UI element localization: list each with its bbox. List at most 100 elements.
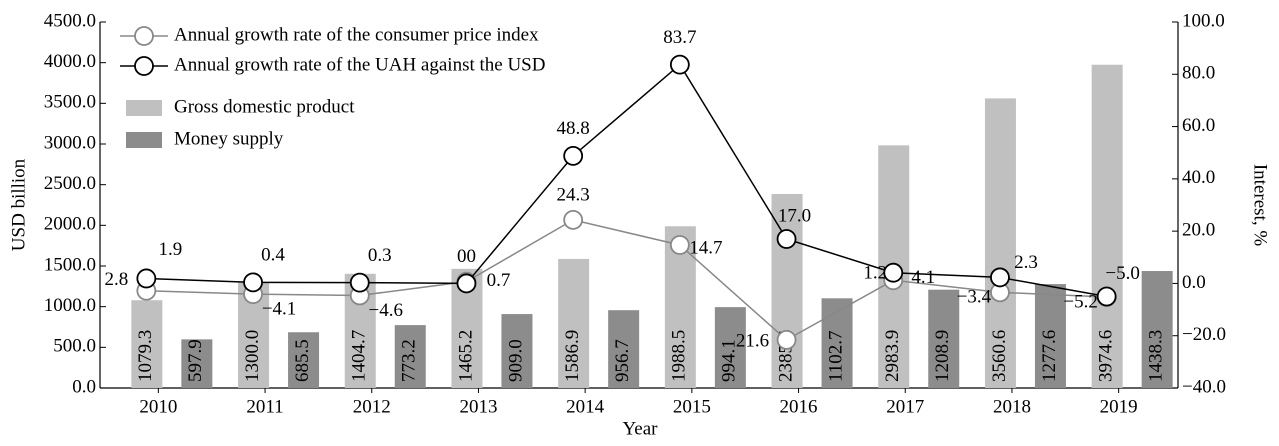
bar bbox=[1141, 271, 1173, 388]
x-axis-label: Year bbox=[622, 418, 658, 439]
y-tick-label: 2000.0 bbox=[44, 214, 96, 235]
point bbox=[136, 268, 157, 289]
x-tick-label: 2011 bbox=[246, 396, 283, 417]
bar-value-label: 1102.7 bbox=[825, 330, 846, 382]
x-tick-label: 2015 bbox=[673, 396, 711, 417]
x-tick-label: 2012 bbox=[353, 396, 391, 417]
point-value-label: −5.2 bbox=[1063, 291, 1097, 312]
bar-value-label: 773.2 bbox=[399, 339, 420, 382]
point-value-label: −5.0 bbox=[1105, 263, 1139, 284]
y2-tick-label: 20.0 bbox=[1182, 220, 1215, 241]
x-tick-label: 2013 bbox=[459, 396, 497, 417]
legend-label: Gross domestic product bbox=[174, 96, 355, 117]
point-value-label: 17.0 bbox=[778, 205, 811, 226]
x-tick-label: 2018 bbox=[993, 396, 1031, 417]
line bbox=[146, 63, 1107, 298]
point-value-label: −4.1 bbox=[262, 299, 296, 320]
y-tick-label: 2500.0 bbox=[44, 173, 96, 194]
point-value-label: 14.7 bbox=[689, 237, 722, 258]
bar-value-label: 685.5 bbox=[292, 339, 313, 382]
legend-swatch bbox=[126, 100, 162, 116]
bar-value-label: 1438.3 bbox=[1146, 330, 1167, 382]
legend-label: Annual growth rate of the UAH against th… bbox=[174, 54, 545, 75]
point-value-label: 83.7 bbox=[663, 27, 696, 48]
legend-marker bbox=[134, 26, 154, 46]
y2-tick-label: 40.0 bbox=[1182, 167, 1215, 188]
y-tick-label: 3500.0 bbox=[44, 92, 96, 113]
bar bbox=[501, 314, 533, 388]
point bbox=[669, 54, 690, 75]
bar bbox=[821, 298, 853, 388]
bar-value-label: 1404.7 bbox=[349, 330, 370, 382]
y2-tick-label: 100.0 bbox=[1182, 10, 1225, 31]
x-tick-label: 2016 bbox=[780, 396, 818, 417]
point bbox=[349, 272, 370, 293]
point-value-label: 2.3 bbox=[1014, 252, 1038, 273]
y-tick-label: 4000.0 bbox=[44, 51, 96, 72]
point bbox=[1096, 286, 1117, 307]
bar bbox=[394, 325, 426, 388]
point-value-label: −3.4 bbox=[957, 287, 992, 308]
point-value-label: 00 bbox=[457, 246, 476, 267]
bar bbox=[131, 300, 163, 388]
y-tick-label: 4500.0 bbox=[44, 10, 96, 31]
bar-value-label: 956.7 bbox=[612, 339, 633, 382]
legend-label: Money supply bbox=[174, 128, 284, 149]
bar bbox=[984, 98, 1016, 388]
point-value-label: 0.3 bbox=[368, 245, 392, 266]
bar bbox=[608, 310, 640, 388]
bar bbox=[928, 289, 960, 388]
legend-marker bbox=[134, 56, 154, 76]
x-tick-label: 2019 bbox=[1100, 396, 1138, 417]
point-value-label: −4.6 bbox=[369, 300, 403, 321]
y2-axis-label: Interest, % bbox=[1250, 164, 1271, 246]
point-value-label: 0.4 bbox=[261, 245, 285, 266]
point bbox=[563, 145, 584, 166]
bar-value-label: 1079.3 bbox=[135, 330, 156, 382]
y-tick-label: 3000.0 bbox=[44, 132, 96, 153]
bar-value-label: 1208.9 bbox=[932, 330, 953, 382]
point bbox=[776, 329, 797, 350]
bar bbox=[1034, 284, 1066, 388]
point bbox=[883, 262, 904, 283]
y2-tick-label: 80.0 bbox=[1182, 63, 1215, 84]
bar-value-label: 597.9 bbox=[185, 339, 206, 382]
x-tick-label: 2010 bbox=[139, 396, 177, 417]
y-tick-label: 1500.0 bbox=[44, 254, 96, 275]
bar bbox=[1091, 64, 1123, 388]
bar-value-label: 1277.6 bbox=[1039, 330, 1060, 382]
point-value-label: 1.2 bbox=[863, 263, 887, 284]
y-tick-label: 0.0 bbox=[72, 376, 96, 397]
point-value-label: 1.9 bbox=[158, 239, 182, 260]
legend-swatch bbox=[126, 132, 162, 148]
point bbox=[563, 210, 584, 230]
point-value-label: 48.8 bbox=[557, 118, 590, 139]
y2-tick-label: 60.0 bbox=[1182, 115, 1215, 136]
y2-tick-label: −20.0 bbox=[1182, 324, 1226, 345]
y2-tick-label: −40.0 bbox=[1182, 376, 1226, 397]
bar bbox=[714, 307, 746, 388]
bar bbox=[288, 332, 320, 388]
bar bbox=[771, 193, 803, 388]
bar-value-label: 3560.6 bbox=[989, 330, 1010, 382]
y-axis-label: USD billion bbox=[8, 158, 29, 251]
point-value-label: 0.7 bbox=[487, 270, 511, 291]
point bbox=[669, 235, 690, 255]
bar-value-label: 1988.5 bbox=[669, 330, 690, 382]
y-tick-label: 500.0 bbox=[53, 336, 96, 357]
point bbox=[243, 272, 263, 293]
x-tick-label: 2014 bbox=[566, 396, 605, 417]
x-tick-label: 2017 bbox=[886, 396, 924, 417]
bar-value-label: 1300.0 bbox=[242, 330, 263, 382]
line bbox=[146, 219, 1107, 341]
y-tick-label: 1000.0 bbox=[44, 295, 96, 316]
bar-value-label: 909.0 bbox=[505, 339, 526, 382]
bar-value-label: 994.1 bbox=[719, 339, 740, 382]
bar-value-label: 1586.9 bbox=[562, 330, 583, 382]
point bbox=[776, 229, 797, 249]
bar-value-label: 1465.2 bbox=[455, 330, 476, 382]
point-value-label: 21.6 bbox=[736, 330, 769, 351]
point-value-label: 24.3 bbox=[557, 184, 590, 205]
bar-value-label: 2983.9 bbox=[882, 330, 903, 382]
